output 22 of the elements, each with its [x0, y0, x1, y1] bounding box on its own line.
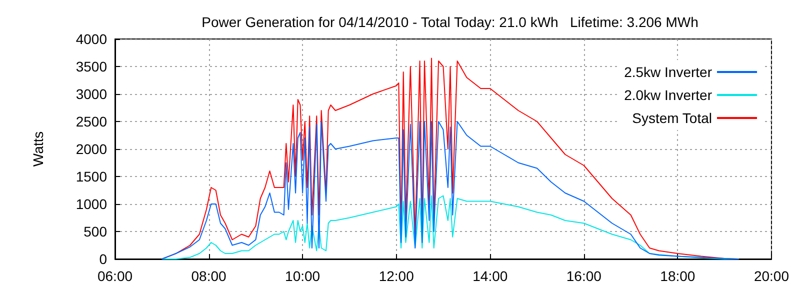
y-tick-label: 0 — [99, 251, 108, 267]
y-axis-title: Watts — [30, 131, 46, 167]
legend-label: 2.0kw Inverter — [624, 87, 712, 103]
y-tick-label: 3000 — [76, 86, 108, 102]
x-tick-label: 12:00 — [378, 268, 414, 284]
y-tick-label: 1500 — [76, 168, 108, 184]
y-tick-label: 4000 — [76, 31, 108, 47]
x-tick-label: 10:00 — [285, 268, 320, 284]
y-tick-label: 1000 — [76, 196, 108, 212]
x-tick-label: 08:00 — [191, 268, 227, 284]
y-tick-label: 500 — [84, 224, 108, 240]
y-tick-label: 2500 — [76, 114, 108, 130]
legend-label: System Total — [632, 110, 712, 126]
y-tick-label: 2000 — [76, 141, 108, 157]
x-tick-label: 20:00 — [754, 268, 790, 284]
chart-title: Power Generation for 04/14/2010 - Total Today: 21.0 kWh Lifetime: 3.206 MWh — [202, 14, 698, 30]
x-tick-label: 06:00 — [97, 268, 133, 284]
y-tick-label: 3500 — [76, 58, 108, 74]
x-tick-label: 14:00 — [472, 268, 508, 284]
x-tick-label: 16:00 — [566, 268, 602, 284]
x-tick-label: 18:00 — [660, 268, 696, 284]
legend-label: 2.5kw Inverter — [624, 64, 712, 80]
